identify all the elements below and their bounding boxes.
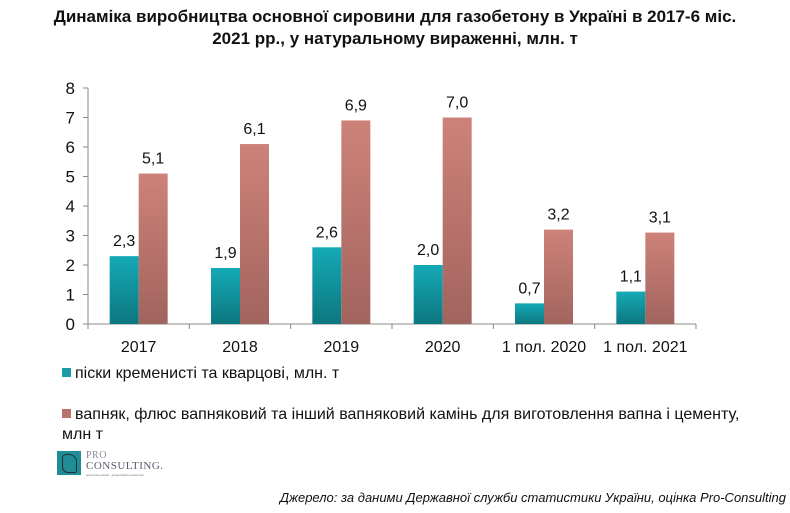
pro-consulting-logo: PRO CONSULTING. аналітика ринків · фінан…	[57, 450, 177, 477]
data-label: 1,9	[214, 245, 236, 262]
x-tick-label: 2019	[324, 339, 360, 356]
logo-text-pro: PRO	[86, 450, 107, 461]
chart-title: Динаміка виробництва основної сировини д…	[0, 6, 790, 50]
bars	[109, 117, 675, 324]
x-tick-label: 2020	[425, 339, 461, 356]
y-tick-label: 3	[66, 227, 75, 246]
x-tick-label: 2018	[222, 339, 258, 356]
y-tick-label: 6	[66, 138, 75, 157]
legend-swatch-teal	[62, 368, 71, 377]
source-note: Джерело: за даними Державної служби стат…	[279, 490, 786, 505]
data-label: 2,6	[316, 224, 338, 241]
bar-sands	[413, 265, 443, 324]
y-tick-label: 4	[66, 197, 75, 216]
chart-title-line-2: 2021 рр., у натуральному вираженні, млн.…	[212, 29, 578, 48]
legend-swatch-red	[62, 409, 71, 418]
bar-sands	[211, 267, 240, 324]
data-label: 0,7	[518, 280, 540, 297]
x-tick-label: 2017	[121, 339, 157, 356]
legend-label-limestone: вапняк, флюс вапняковий та інший вапняко…	[62, 406, 740, 443]
y-tick-label: 5	[66, 168, 75, 187]
data-label: 3,1	[649, 210, 671, 227]
data-label: 5,1	[142, 151, 164, 168]
chart-title-line-1: Динаміка виробництва основної сировини д…	[53, 7, 737, 26]
legend-label-sands: піски кременисті та кварцові, млн. т	[75, 365, 340, 382]
data-label: 1,1	[620, 269, 642, 286]
data-label: 6,1	[243, 121, 265, 138]
data-label: 3,2	[547, 207, 569, 224]
logo-text-consulting: CONSULTING.	[86, 460, 164, 472]
y-tick-label: 0	[66, 315, 75, 334]
bar-limestone	[645, 232, 675, 324]
axes: 0 1 2 3 4 5 6 7 8 2017 2018 2019 2020 1 пол. 2020 1 по…	[66, 79, 697, 356]
legend-item-limestone: вапняк, флюс вапняковий та інший вапняко…	[62, 405, 762, 445]
y-tick-label: 2	[66, 256, 75, 275]
y-tick-label: 8	[66, 79, 75, 98]
bar-limestone	[138, 173, 168, 324]
data-label: 6,9	[345, 97, 367, 114]
y-tick-label: 1	[66, 286, 75, 305]
legend-item-sands: піски кременисті та кварцові, млн. т	[62, 364, 339, 384]
data-labels: 2,3 1,9 2,6 2,0 0,7 1,1 5,1 6,1 6,9 7,0 3,2 3,1	[113, 95, 671, 298]
bar-sands	[515, 303, 544, 324]
logo-tagline: аналітика ринків · фінансовий консалтинг	[86, 473, 145, 477]
bar-sands	[312, 247, 342, 324]
y-tick-label: 7	[66, 109, 75, 128]
bar-sands	[616, 291, 646, 324]
data-label: 2,0	[417, 242, 439, 259]
bar-limestone	[240, 144, 269, 324]
bar-limestone	[442, 117, 472, 324]
bar-limestone	[544, 229, 573, 324]
bar-limestone	[341, 120, 371, 324]
data-label: 2,3	[113, 233, 135, 250]
x-tick-label: 1 пол. 2021	[603, 339, 687, 356]
bar-sands	[109, 256, 139, 324]
data-label: 7,0	[446, 95, 468, 112]
logo-emblem-icon	[57, 451, 81, 475]
x-tick-label: 1 пол. 2020	[502, 339, 586, 356]
